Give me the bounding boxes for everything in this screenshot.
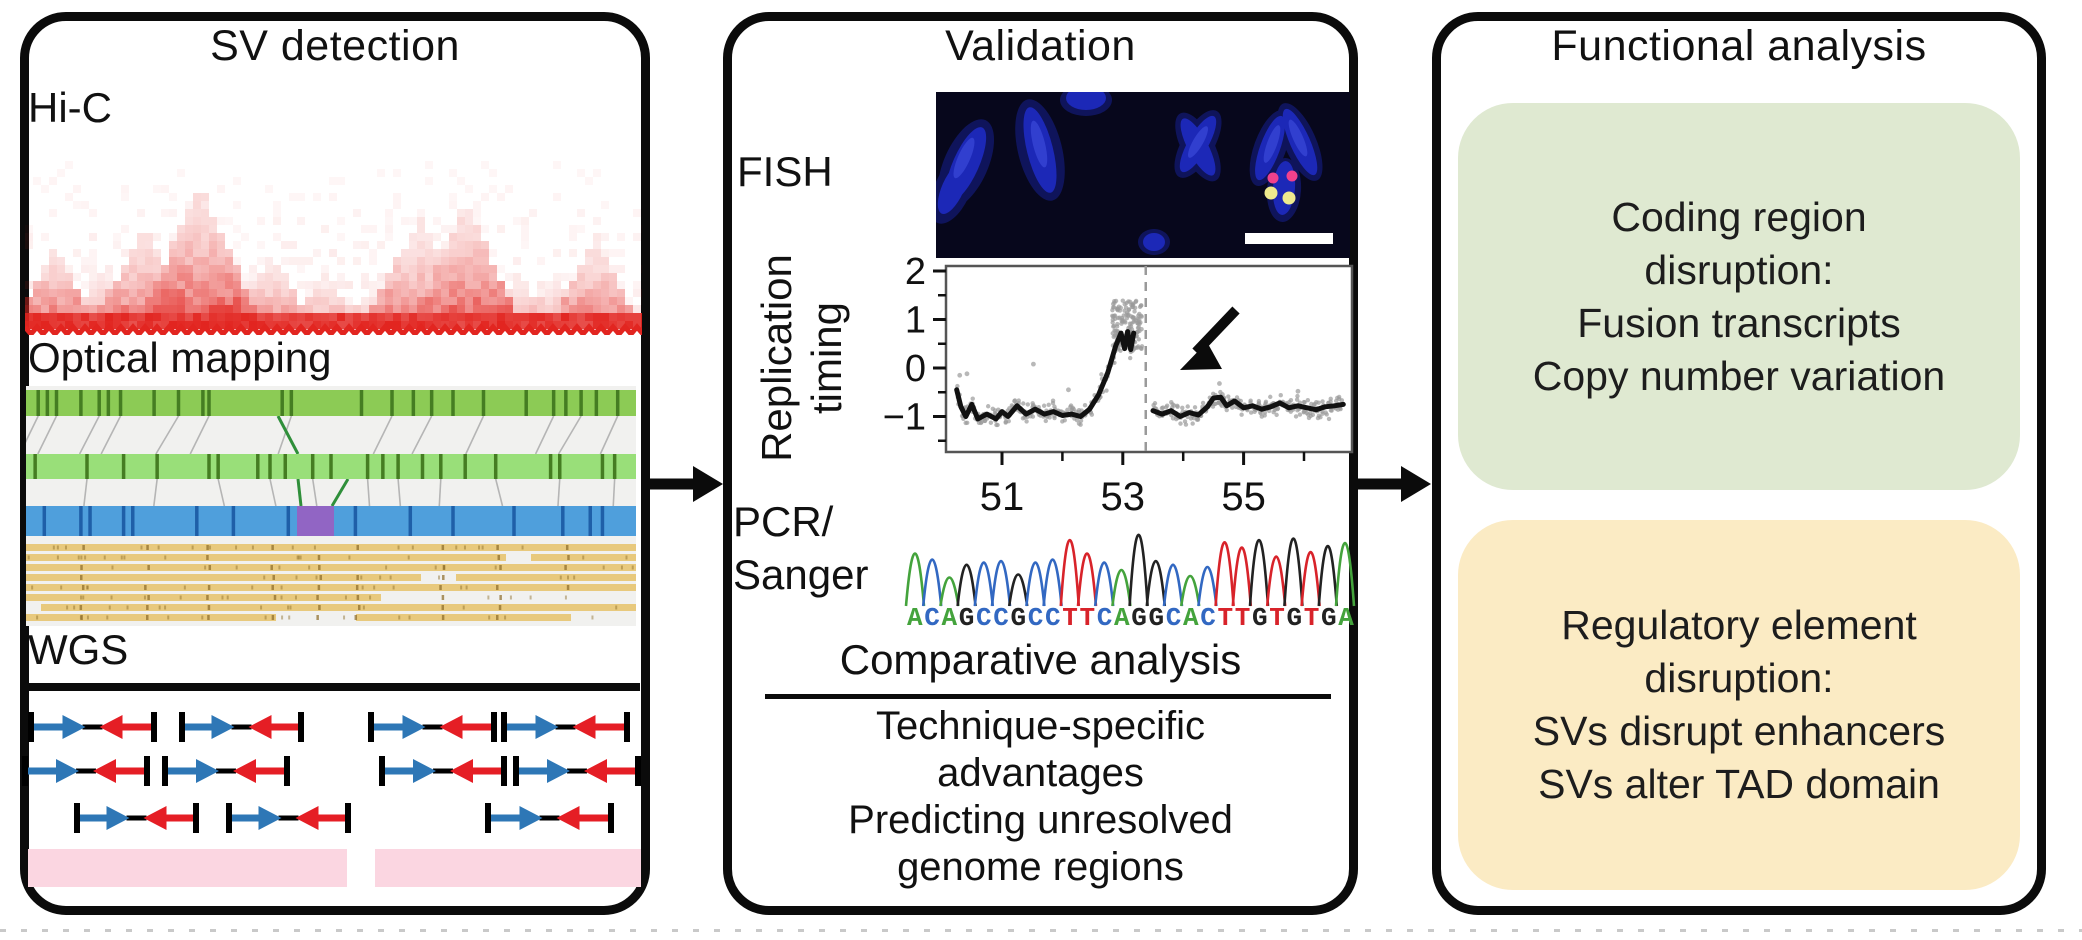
sequence-base: C [1165,603,1182,633]
wgs-read-pairs [22,712,641,833]
fish-label: FISH [737,148,833,195]
replication-timing-axis-label: Replication timing [753,254,850,462]
coding-region-disruption-box: Coding region disruption: Fusion transcr… [1458,103,2020,490]
comparative-analysis-heading: Comparative analysis [839,636,1242,683]
sequence-base: G [1010,603,1027,633]
sanger-label: Sanger [733,551,869,598]
regulatory-element-disruption-box: Regulatory element disruption: SVs disru… [1458,520,2020,890]
svg-text:53: 53 [1101,475,1146,519]
sequence-base: C [924,603,940,633]
comparative-divider [765,694,1331,699]
optical-mapping-label: Optical mapping [28,334,332,381]
panel2-title: Validation [945,22,1136,70]
pcr-label: PCR/ [733,498,834,545]
optical-mapping-graphic [26,386,636,626]
comparative-notes: Technique-specific advantages Predicting… [723,703,1358,891]
svg-text:1: 1 [905,300,926,342]
sequence-base: G [1321,603,1337,633]
svg-text:51: 51 [980,475,1025,519]
arrow-validation-to-functional-icon [1355,466,1431,502]
sequence-base: C [1045,603,1061,633]
note-line: advantages [937,751,1144,795]
scale-bar [1245,233,1333,244]
hic-heatmap [25,161,642,335]
sequence-base: G [1148,603,1165,633]
sequence-base: A [1183,603,1199,633]
arrow-sv-to-validation-icon [647,466,723,502]
wgs-region-highlight-left [28,849,347,887]
sequence-base: A [907,603,923,633]
sequence-base: G [958,603,975,633]
sequence-base: G [1286,603,1303,633]
svg-text:0: 0 [905,348,926,390]
sequence-base: C [1096,603,1113,633]
note-line: Predicting unresolved [848,798,1233,842]
wgs-region-highlight-right [375,849,641,887]
hic-label: Hi-C [28,84,112,131]
fish-probe-signals [1264,170,1298,205]
sequence-base: T [1079,603,1096,633]
fish-micrograph [936,92,1350,258]
panel3-title: Functional analysis [1551,22,1927,70]
sequence-base: A [1338,603,1354,633]
note-line: Technique-specific [875,704,1206,748]
sequence-base: A [941,603,958,633]
sequence-base: T [1234,603,1251,633]
sequence-base: G [1252,603,1268,633]
sequence-base: C [993,603,1009,633]
sequence-base: C [1200,603,1216,633]
sequence-base: T [1269,603,1285,633]
sequence-base: G [1131,603,1147,633]
svg-text:2: 2 [905,251,926,293]
wgs-underline [26,683,640,691]
figure-bottom-edge [0,929,2082,932]
note-line: genome regions [897,845,1184,889]
sequence-base: C [1027,603,1044,633]
svg-text:55: 55 [1221,475,1266,519]
sequence-base: T [1217,603,1234,633]
sequence-base: T [1062,603,1078,633]
sequence-base: T [1303,603,1320,633]
chromosomes [936,92,1323,255]
sequence-base: A [1114,603,1130,633]
replication-timing-chart: 2 1 0 −1 51 53 55 [883,251,1354,519]
sequence-base: C [976,603,992,633]
sanger-chromatogram [904,533,1356,607]
svg-text:−1: −1 [883,397,926,439]
wgs-label: WGS [28,626,129,673]
panel1-title: SV detection [210,22,460,70]
